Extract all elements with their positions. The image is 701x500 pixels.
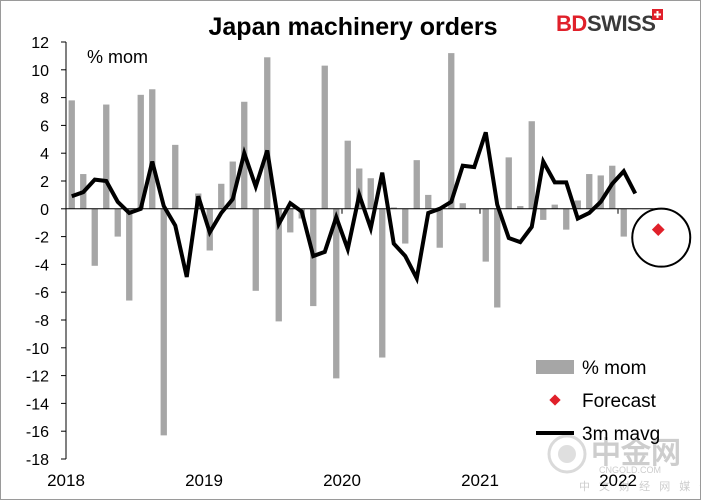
bar <box>425 194 432 209</box>
forecast-point <box>651 223 665 237</box>
bar <box>356 168 363 209</box>
y-axis-ticks: 12 10 8 6 4 2 0 -2 -4 -6 -8 -10 -12 -14 -16 -18 <box>26 35 66 469</box>
bar <box>390 207 397 209</box>
y-tick-label: 6 <box>40 118 49 135</box>
legend-item-mavg: 3m mavg <box>536 424 660 445</box>
watermark-name: 中金网 <box>591 436 681 470</box>
y-tick-label: 0 <box>40 202 49 219</box>
bar <box>172 144 179 209</box>
y-tick-label: -18 <box>26 452 49 469</box>
bar <box>252 208 259 291</box>
bar <box>459 203 466 209</box>
y-tick-label: 2 <box>40 174 49 191</box>
bar <box>229 161 236 209</box>
legend-label-mom: % mom <box>582 358 646 379</box>
watermark-domain: CNGOLD.COM <box>599 465 661 475</box>
plot-area <box>68 53 665 436</box>
x-axis-ticks: 2018 2019 2020 2021 2022 <box>47 208 637 490</box>
legend-item-mom: % mom <box>536 358 646 379</box>
bar <box>137 94 144 209</box>
bar <box>517 206 524 209</box>
bar <box>494 208 501 308</box>
bar <box>563 208 570 230</box>
bar <box>597 175 604 209</box>
bar <box>275 208 282 322</box>
bar <box>402 208 409 244</box>
legend-swatch-diamond <box>549 394 561 406</box>
bar <box>149 89 156 209</box>
forecast-highlight-circle <box>631 207 692 268</box>
y-tick-label: -12 <box>26 369 49 386</box>
bar <box>91 208 98 266</box>
y-tick-label: 4 <box>40 146 49 163</box>
bar <box>333 208 340 379</box>
bar <box>574 200 581 209</box>
bar <box>448 53 455 209</box>
y-tick-label: -14 <box>26 396 49 413</box>
legend-label-forecast: Forecast <box>582 391 657 412</box>
x-tick-label: 2018 <box>47 471 85 490</box>
bar <box>218 183 225 209</box>
x-tick-label: 2022 <box>599 471 637 490</box>
bar <box>114 208 121 237</box>
legend-label-mavg: 3m mavg <box>582 424 660 445</box>
bar <box>344 140 351 209</box>
logo-text-swiss: SWISS <box>587 11 655 36</box>
x-tick-label: 2021 <box>461 471 499 490</box>
y-tick-label: -2 <box>35 230 49 247</box>
bar <box>586 174 593 209</box>
bar <box>160 208 167 436</box>
unit-label: % mom <box>87 47 148 67</box>
bar <box>68 100 75 209</box>
y-tick-label: -6 <box>35 285 49 302</box>
legend-swatch-bar <box>536 360 574 374</box>
bar <box>103 104 110 209</box>
bar <box>482 208 489 262</box>
bar <box>528 121 535 209</box>
y-tick-label: -16 <box>26 424 49 441</box>
bar <box>551 204 558 209</box>
y-tick-label: -8 <box>35 313 49 330</box>
bar <box>620 208 627 237</box>
legend: % mom Forecast 3m mavg <box>536 358 660 445</box>
bar <box>367 178 374 209</box>
watermark: 中金网 CNGOLD.COM 中 文 财 经 网 媒 体 <box>547 434 700 493</box>
chart-title: Japan machinery orders <box>208 13 497 41</box>
bar <box>126 208 133 301</box>
bar <box>264 57 271 209</box>
x-tick-label: 2019 <box>185 471 223 490</box>
bar <box>505 157 512 209</box>
swiss-cross-icon <box>652 9 663 20</box>
legend-item-forecast: Forecast <box>549 391 657 412</box>
watermark-logo-icon <box>547 434 587 474</box>
y-tick-label: 8 <box>40 91 49 108</box>
bar <box>413 160 420 209</box>
watermark-tagline: 中 文 财 经 网 媒 体 <box>579 479 700 493</box>
series-line-mavg <box>71 131 638 285</box>
logo: BD SWISS <box>556 9 663 36</box>
bar <box>287 208 294 233</box>
bar <box>436 208 443 248</box>
x-tick-label: 2020 <box>323 471 361 490</box>
y-tick-label: 12 <box>31 35 49 52</box>
y-tick-label: -10 <box>26 341 49 358</box>
bar <box>540 208 547 220</box>
bar <box>379 208 386 358</box>
y-tick-label: -4 <box>35 257 49 274</box>
logo-text-bd: BD <box>556 11 587 36</box>
y-tick-label: 10 <box>31 63 49 80</box>
bar <box>321 65 328 209</box>
